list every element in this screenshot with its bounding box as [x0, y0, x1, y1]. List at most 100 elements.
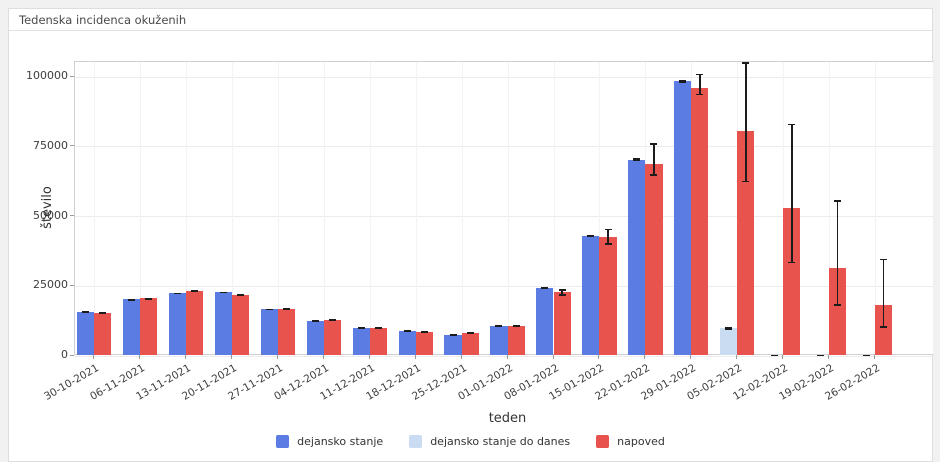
- bar-napoved: [737, 130, 755, 356]
- gridline-x: [829, 62, 831, 354]
- error-bar-cap-bottom: [880, 326, 888, 328]
- gridline-x: [599, 62, 601, 354]
- bar-dejansko-stanje-do-danes: [720, 328, 738, 356]
- y-tick-label: 100000: [26, 69, 68, 83]
- error-bar-cap-bottom: [466, 332, 474, 335]
- card-header: Tedenska incidenca okuženih: [9, 9, 932, 31]
- right-gutter: [933, 0, 940, 462]
- error-bar-cap-bottom: [82, 311, 90, 313]
- bar-napoved: [94, 312, 112, 356]
- x-tick-mark: [460, 355, 462, 359]
- error-bar-cap-bottom: [771, 354, 779, 356]
- error-bar-cap-bottom: [311, 320, 319, 322]
- bar-dejansko-stanje: [260, 309, 278, 356]
- legend-swatch-icon: [409, 435, 423, 448]
- x-tick-mark: [690, 355, 692, 359]
- y-tick-mark: [70, 215, 74, 217]
- bar-napoved: [599, 237, 617, 356]
- bar-napoved: [369, 327, 387, 356]
- card-title: Tedenska incidenca okuženih: [19, 12, 187, 27]
- gridline-x: [231, 62, 233, 354]
- legend: dejansko stanje dejansko stanje do danes n…: [9, 435, 932, 448]
- error-bar-cap-top: [558, 289, 566, 291]
- error-bar-cap-bottom: [742, 180, 750, 183]
- gridline-x: [140, 62, 142, 354]
- bar-dejansko-stanje: [168, 293, 187, 356]
- error-bar-cap-top: [742, 62, 750, 64]
- error-bar-cap-bottom: [219, 291, 227, 294]
- bar-dejansko-stanje: [490, 325, 508, 356]
- y-tick-label: 75000: [33, 138, 68, 152]
- bar-dejansko-stanje: [122, 299, 141, 356]
- bar-dejansko-stanje: [628, 159, 646, 356]
- gridline-x: [461, 62, 463, 354]
- bar-napoved: [277, 308, 296, 356]
- error-bar-line: [561, 289, 563, 295]
- error-bar-cap-top: [696, 73, 704, 76]
- gridline-x: [415, 62, 417, 354]
- error-bar-line: [699, 73, 701, 95]
- error-bar-cap-bottom: [495, 325, 503, 327]
- gridline-y-100000: [75, 76, 940, 78]
- error-bar-cap-bottom: [191, 290, 199, 292]
- bar-napoved: [415, 331, 433, 356]
- x-tick-mark: [322, 355, 324, 359]
- error-bar-cap-top: [679, 80, 687, 82]
- gridline-x: [323, 62, 325, 354]
- error-bar-cap-bottom: [374, 327, 382, 329]
- x-tick-mark: [828, 355, 830, 359]
- gridline-y-75000: [75, 146, 940, 148]
- legend-item-dejansko-stanje[interactable]: dejansko stanje: [276, 435, 383, 448]
- legend-item-dejansko-stanje-do-danes[interactable]: dejansko stanje do danes: [409, 435, 570, 448]
- y-tick-mark: [70, 284, 74, 286]
- x-axis-title: teden: [488, 411, 527, 426]
- bar-napoved: [829, 267, 847, 356]
- legend-label: dejansko stanje do danes: [430, 435, 571, 448]
- gridline-y-25000: [75, 285, 940, 287]
- bar-napoved: [507, 325, 525, 356]
- error-bar-cap-bottom: [449, 334, 457, 336]
- x-tick-mark: [230, 355, 232, 359]
- x-tick-mark: [368, 355, 370, 359]
- y-tick-label: 0: [61, 348, 68, 361]
- error-bar-cap-bottom: [541, 287, 549, 289]
- error-bar-cap-bottom: [173, 292, 181, 295]
- bar-napoved: [140, 298, 158, 356]
- chart-card: Tedenska incidenca okuženih 0 25000 50000 7…: [8, 8, 940, 462]
- legend-label: dejansko stanje: [297, 435, 384, 448]
- error-bar-line: [882, 258, 885, 328]
- error-bar-cap-bottom: [265, 308, 273, 311]
- error-bar-cap-bottom: [128, 299, 136, 301]
- gridline-x: [277, 62, 279, 354]
- error-bar-cap-bottom: [283, 308, 291, 310]
- x-tick-mark: [506, 355, 508, 359]
- error-bar-cap-bottom: [145, 298, 153, 300]
- gridline-x: [553, 62, 555, 354]
- error-bar-line: [607, 228, 609, 245]
- error-bar-cap-bottom: [816, 354, 824, 356]
- bar-napoved: [553, 291, 571, 356]
- error-bar-line: [836, 200, 839, 306]
- error-bar-cap-bottom: [633, 159, 641, 162]
- chart-canvas: 0 25000 50000 75000 100000 30-10-2021 06-11-20…: [9, 31, 940, 461]
- x-tick-mark: [93, 355, 95, 359]
- bar-napoved: [875, 304, 893, 356]
- x-tick-mark: [782, 355, 784, 359]
- gridline-y-50000: [75, 216, 940, 218]
- bar-dejansko-stanje: [582, 235, 600, 356]
- error-bar-cap-bottom: [604, 243, 612, 245]
- bar-dejansko-stanje: [398, 330, 416, 356]
- bar-napoved: [323, 320, 342, 356]
- error-bar-cap-bottom: [834, 304, 842, 306]
- error-bar-cap-top: [725, 327, 733, 329]
- error-bar-cap-bottom: [650, 174, 658, 176]
- error-bar-line: [653, 143, 655, 176]
- gridline-x: [875, 62, 876, 354]
- error-bar-cap-bottom: [357, 327, 365, 329]
- bar-napoved: [231, 295, 250, 356]
- error-bar-cap-bottom: [558, 294, 566, 296]
- y-axis-title: število: [39, 186, 55, 229]
- legend-item-napoved[interactable]: napoved: [596, 435, 665, 448]
- y-tick-mark: [70, 145, 74, 147]
